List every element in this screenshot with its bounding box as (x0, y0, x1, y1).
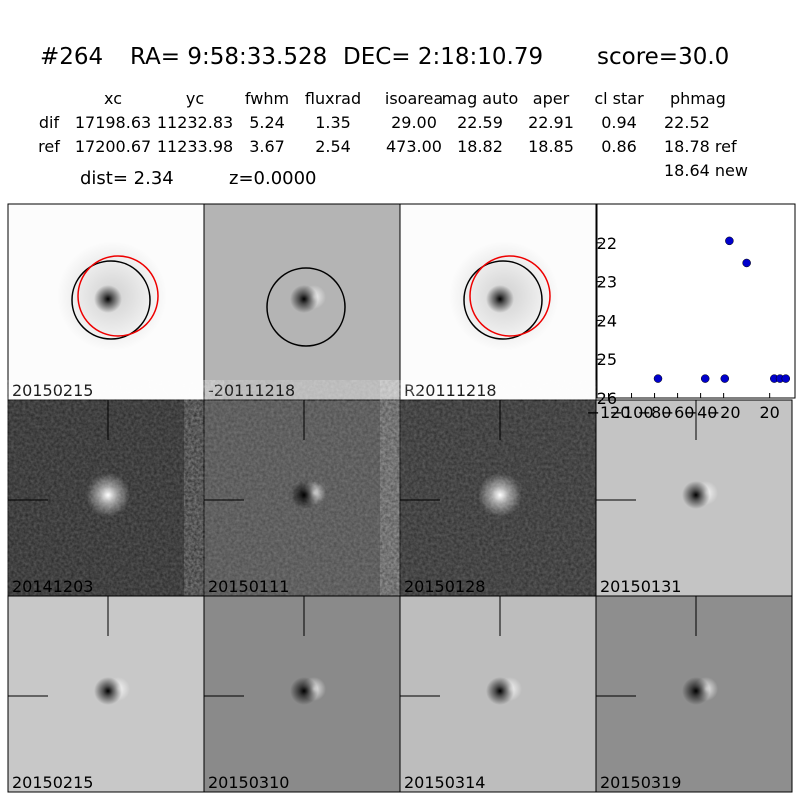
column-header: xc (104, 89, 122, 108)
aperture (266, 267, 346, 347)
source (94, 677, 122, 705)
aperture-ref (77, 255, 159, 337)
source (290, 677, 318, 705)
point (653, 374, 663, 383)
point (720, 374, 730, 383)
table-cell: 11233.98 (157, 137, 233, 156)
y-tick-label: 22 (597, 234, 617, 253)
plot-area (596, 203, 796, 399)
stamp-label: 20150215 (12, 773, 93, 792)
column-header: fwhm (245, 89, 289, 108)
aperture (71, 260, 151, 340)
stamp-label: 20150111 (208, 577, 289, 596)
candidate-id: #264 (40, 44, 103, 70)
table-cell: 18.85 (528, 137, 574, 156)
table-cell: 17200.67 (75, 137, 151, 156)
stamp-label: 20141203 (12, 577, 93, 596)
table-cell: 11232.83 (157, 113, 233, 132)
source (290, 285, 318, 313)
table-cell: 2.54 (315, 137, 351, 156)
source (486, 677, 514, 705)
table-cell: 5.24 (249, 113, 285, 132)
aperture-ref (469, 255, 551, 337)
table-cell: 22.91 (528, 113, 574, 132)
redshift: z=0.0000 (229, 168, 317, 189)
table-cell: 29.00 (391, 113, 437, 132)
point (781, 374, 791, 383)
x-tick-label: −100 (610, 403, 654, 422)
column-header: phmag (670, 89, 726, 108)
stamp-label: 20150319 (600, 773, 681, 792)
y-tick-label: 26 (597, 389, 617, 408)
table-cell: 3.67 (249, 137, 285, 156)
column-header: yc (186, 89, 204, 108)
stamp-label: 20150310 (208, 773, 289, 792)
column-header: isoarea (385, 89, 443, 108)
x-tick-label: 20 (759, 403, 779, 422)
stamp-label: 20150314 (404, 773, 485, 792)
dec: DEC= 2:18:10.79 (343, 44, 543, 70)
table-cell: dif (39, 113, 60, 132)
table-cell: 18.82 (457, 137, 503, 156)
stamp-label: 20150128 (404, 577, 485, 596)
column-header: fluxrad (305, 89, 361, 108)
ra: RA= 9:58:33.528 (130, 44, 327, 70)
y-tick-label: 25 (597, 350, 617, 369)
stamp-label: -20111218 (208, 381, 295, 400)
source (682, 677, 710, 705)
table-cell: 18.78 ref (664, 137, 737, 156)
table-cell: ref (38, 137, 60, 156)
table-cell: 17198.63 (75, 113, 151, 132)
stamp-label: 20150131 (600, 577, 681, 596)
source (486, 285, 514, 313)
point (700, 374, 710, 383)
point (725, 236, 734, 246)
table-cell: 0.94 (601, 113, 637, 132)
point (742, 258, 751, 268)
table-cell: 22.52 (664, 113, 710, 132)
y-tick-label: 24 (597, 311, 617, 330)
x-tick-label: −80 (638, 403, 672, 422)
stamp-label: 20150215 (12, 381, 93, 400)
phmag-new: 18.64 new (664, 161, 748, 180)
aperture (463, 260, 543, 340)
dist: dist= 2.34 (80, 168, 174, 189)
source (94, 285, 122, 313)
y-tick-label: 23 (597, 273, 617, 292)
table-cell: 0.86 (601, 137, 637, 156)
table-cell: 22.59 (457, 113, 503, 132)
x-tick-label: −60 (661, 403, 695, 422)
source (682, 481, 710, 509)
column-header: mag auto (442, 89, 519, 108)
score: score=30.0 (597, 44, 729, 70)
stamp-label: R20111218 (404, 381, 497, 400)
x-tick-label: −20 (707, 403, 741, 422)
column-header: aper (533, 89, 570, 108)
source (290, 481, 318, 509)
source (478, 473, 522, 517)
x-tick-label: −40 (684, 403, 718, 422)
column-header: cl star (594, 89, 644, 108)
x-tick-label: −120 (587, 403, 631, 422)
table-cell: 473.00 (386, 137, 442, 156)
source (86, 473, 130, 517)
table-cell: 1.35 (315, 113, 351, 132)
